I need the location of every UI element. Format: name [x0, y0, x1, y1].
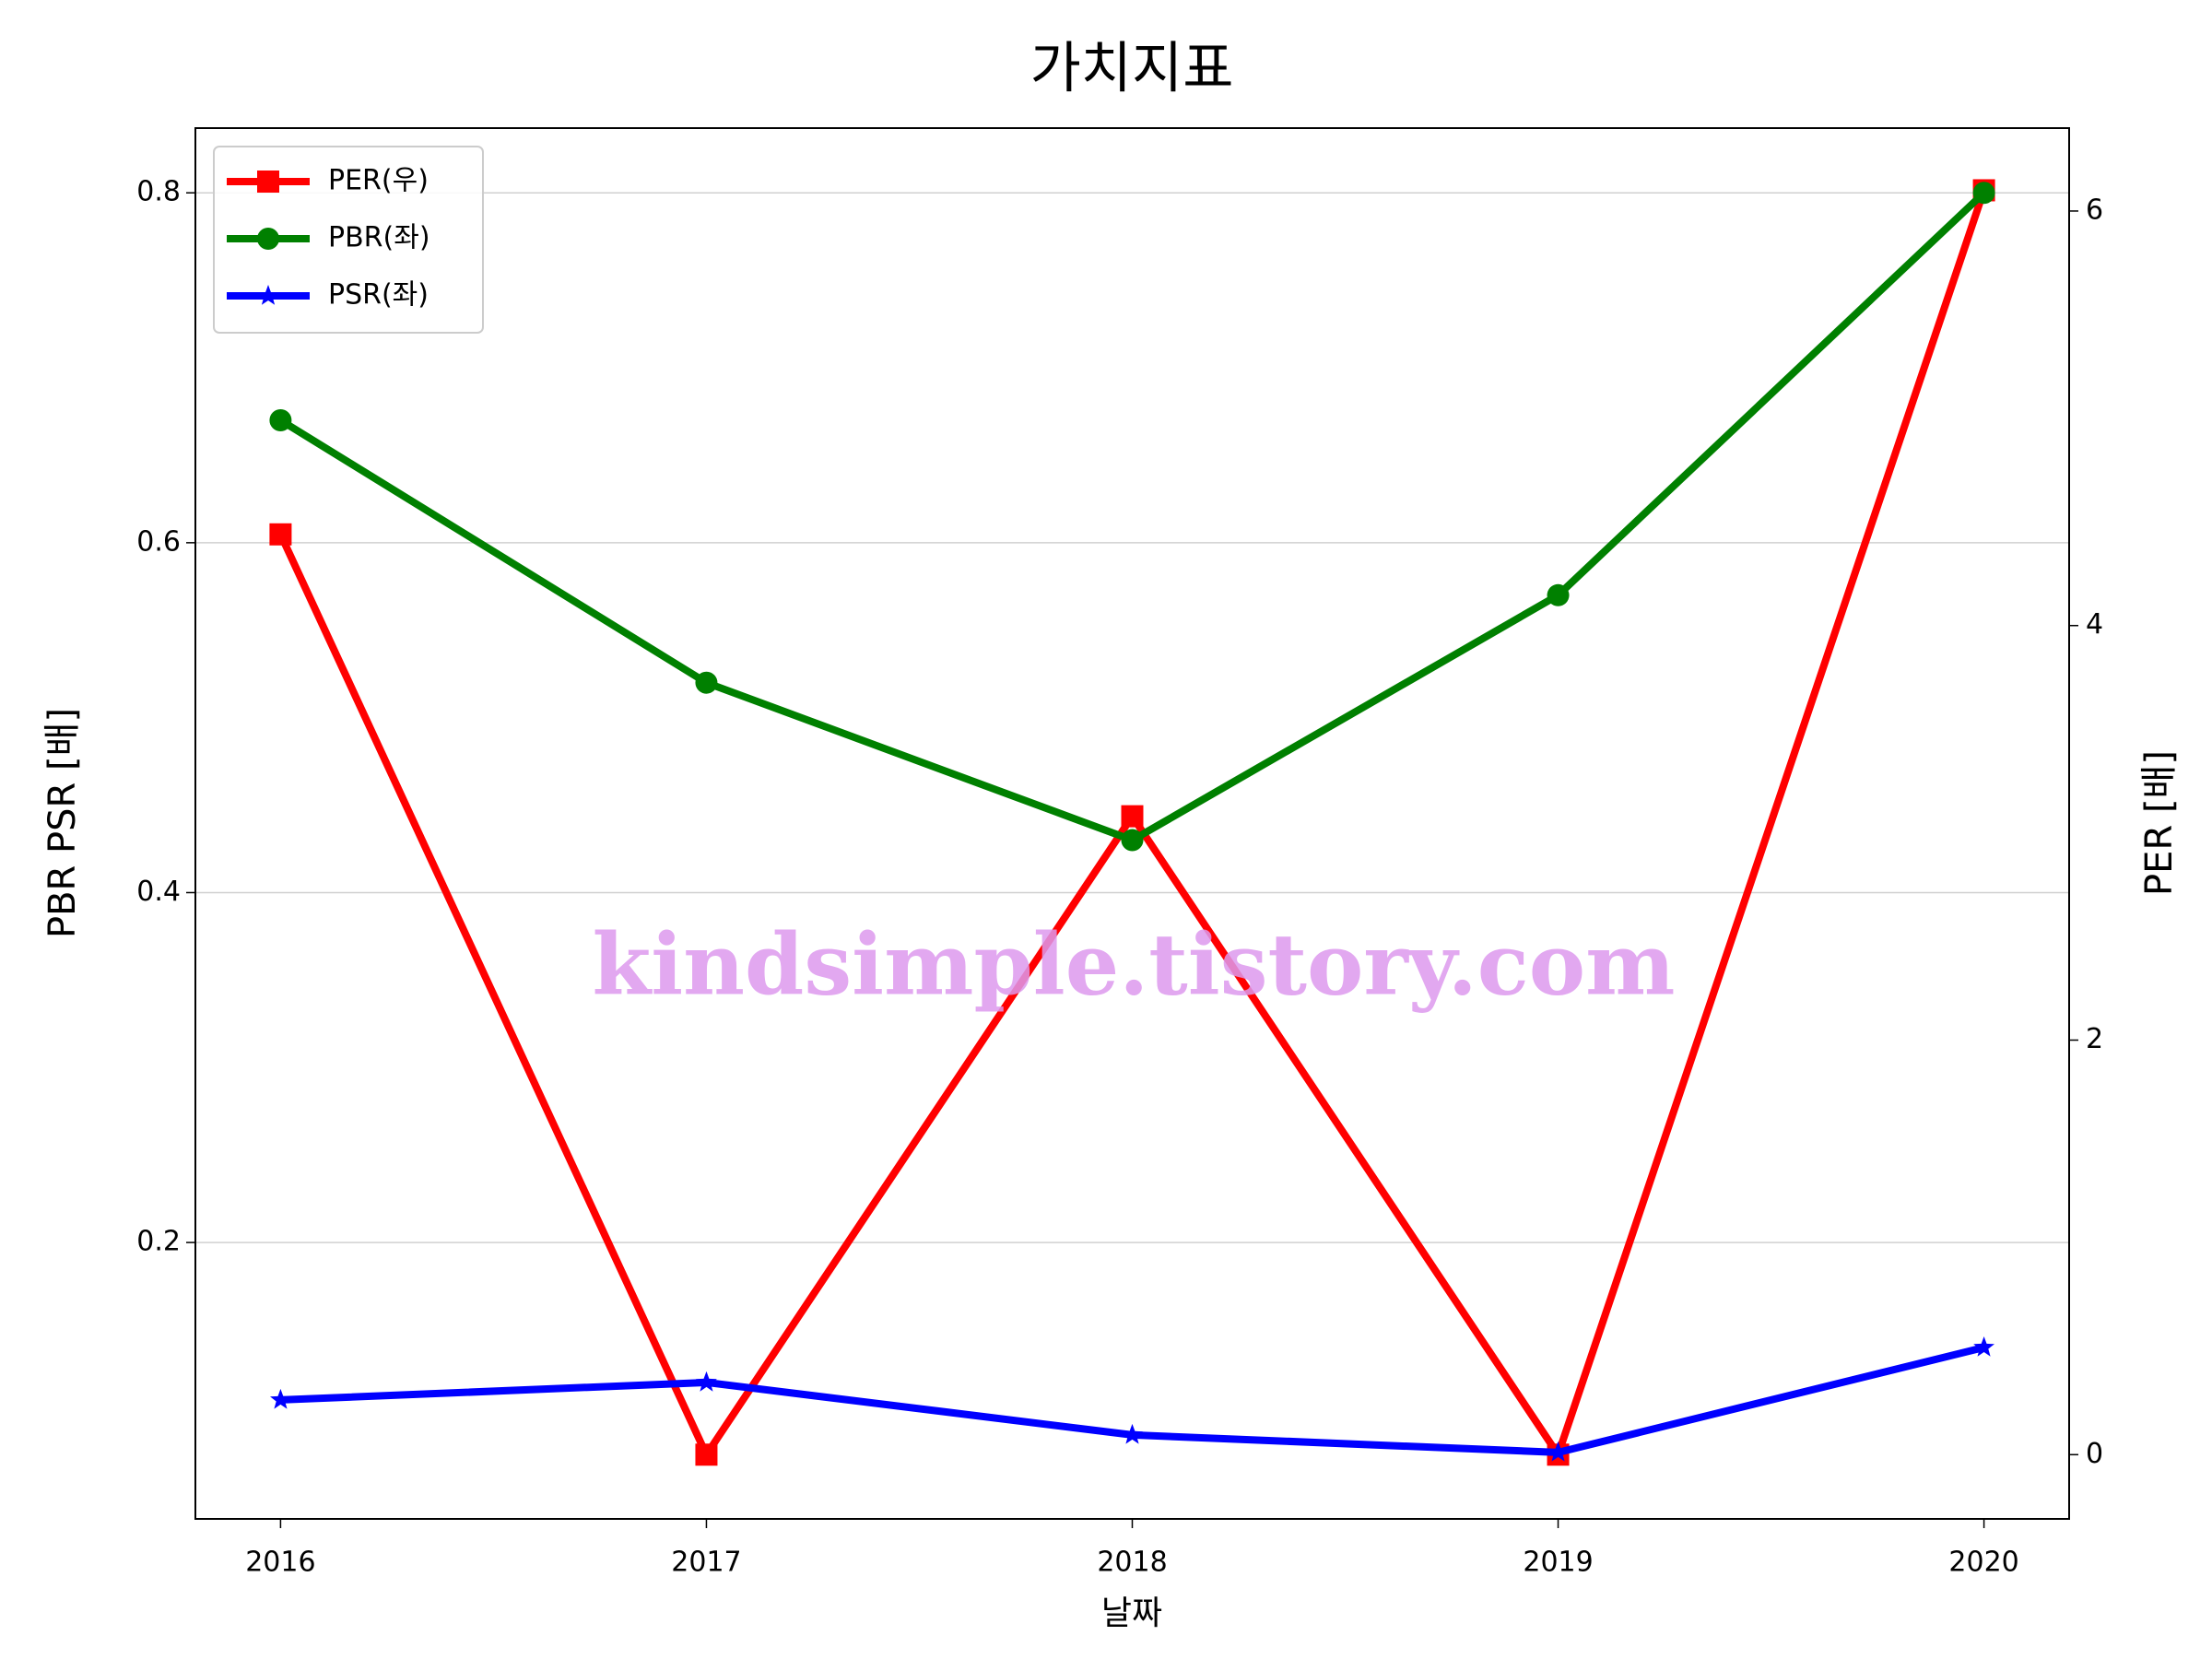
legend-marker [257, 228, 279, 250]
legend-label: PER(우) [328, 165, 429, 197]
point [1972, 182, 1995, 205]
legend-marker [257, 285, 279, 305]
point [695, 671, 718, 694]
point [1122, 1423, 1143, 1444]
legend-marker [257, 171, 279, 193]
y2-tick-label: 0 [2086, 1438, 2103, 1470]
point [696, 1371, 717, 1392]
point [1547, 583, 1570, 606]
y2-tick-label: 4 [2086, 608, 2103, 641]
point [269, 523, 292, 546]
point [270, 1388, 291, 1409]
legend-box [213, 146, 484, 334]
point [1973, 1336, 1994, 1357]
y-tick-label: 0.2 [136, 1226, 181, 1258]
point [269, 408, 292, 431]
point [695, 1443, 718, 1466]
x-tick-label: 2018 [1097, 1547, 1167, 1579]
y-tick-label: 0.6 [136, 525, 181, 558]
watermark: kindsimple.tistory.com [592, 915, 1675, 1015]
chart-title: 가치지표 [1030, 37, 1234, 101]
point [1121, 829, 1144, 852]
plot-frame [194, 127, 2070, 1520]
x-tick-label: 2019 [1523, 1547, 1593, 1579]
legend-label: PBR(좌) [328, 222, 430, 254]
x-tick-label: 2020 [1948, 1547, 2018, 1579]
x-tick-label: 2016 [245, 1547, 315, 1579]
series-line [278, 190, 1987, 844]
y-tick-label: 0.4 [136, 876, 181, 908]
x-tick-label: 2017 [671, 1547, 741, 1579]
y2-tick-label: 6 [2086, 194, 2103, 226]
point [1121, 805, 1144, 828]
point [1547, 1441, 1569, 1462]
x-axis-label: 날짜 [1101, 1594, 1162, 1632]
y2-axis-label: PER [배] [2138, 750, 2181, 896]
legend-label: PSR(좌) [328, 279, 429, 312]
y2-tick-label: 2 [2086, 1023, 2103, 1055]
y-tick-label: 0.8 [136, 176, 181, 208]
y-axis-label: PBR PSR [배] [41, 708, 84, 938]
